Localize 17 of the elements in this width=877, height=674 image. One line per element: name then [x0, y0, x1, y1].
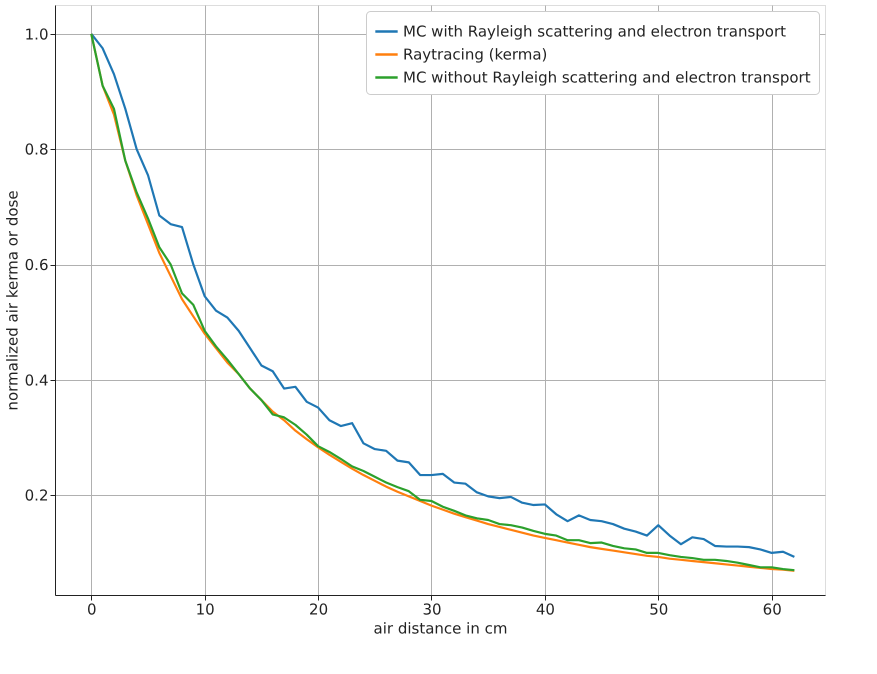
y-tick-label: 0.2 — [24, 486, 48, 505]
x-tick-label: 40 — [536, 600, 555, 618]
x-tick-label: 30 — [422, 600, 442, 618]
x-tick-label: 10 — [196, 600, 215, 618]
x-tick-label: 50 — [649, 600, 668, 618]
legend-label: MC without Rayleigh scattering and electron transport — [403, 68, 811, 86]
y-tick-label: 0.6 — [24, 256, 48, 274]
x-tick-label: 60 — [762, 600, 782, 618]
x-axis-title: air distance in cm — [374, 620, 508, 638]
y-tick-label: 0.8 — [24, 140, 48, 159]
x-tick-label: 20 — [309, 600, 328, 618]
y-tick-label: 1.0 — [24, 25, 48, 44]
legend-label: MC with Rayleigh scattering and electron transport — [403, 22, 786, 40]
legend-label: Raytracing (kerma) — [403, 46, 548, 64]
y-axis-title: normalized air kerma or dose — [4, 190, 22, 411]
y-tick-label: 0.4 — [24, 371, 48, 390]
x-tick-label: 0 — [87, 600, 97, 618]
